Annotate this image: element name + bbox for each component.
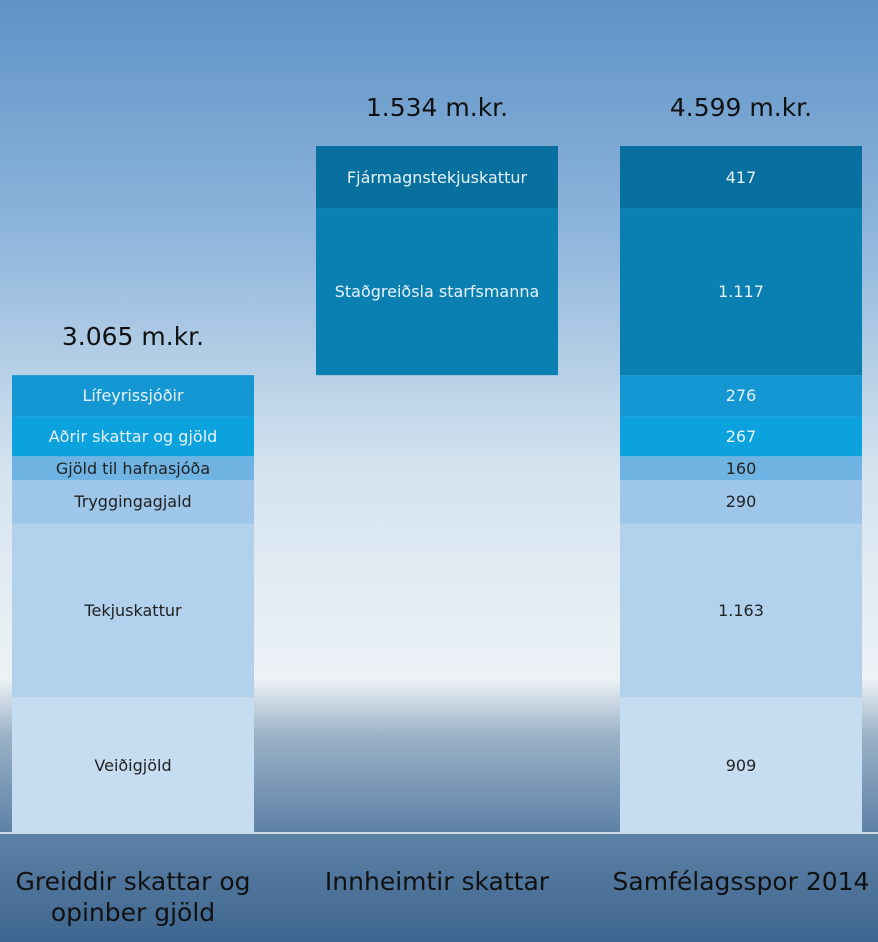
data-label: 290 [620,480,862,523]
segment-name: Tekjuskattur [12,523,254,697]
data-label: 160 [620,456,862,480]
data-label: 1.117 [620,208,862,375]
column-total: 1.534 m.kr. [316,88,558,128]
data-label: 1.163 [620,523,862,697]
data-label: 267 [620,416,862,456]
segment-name: Lífeyrissjóðir [12,375,254,416]
x-tick-label: Greiddir skattar og opinber gjöld [0,866,268,942]
x-tick-label: Samfélagsspor 2014 [606,866,876,942]
segment-name: Gjöld til hafnasjóða [12,456,254,480]
segment-name: Staðgreiðsla starfsmanna [316,208,558,375]
x-tick-label: Innheimtir skattar [302,866,572,942]
page: VeiðigjöldTekjuskatturTryggingagjaldGjöl… [0,0,878,942]
data-label: 276 [620,375,862,416]
column-total: 3.065 m.kr. [12,317,254,357]
segment-name: Tryggingagjald [12,480,254,523]
data-label: 417 [620,146,862,208]
segment-name: Veiðigjöld [12,697,254,833]
column-total: 4.599 m.kr. [620,88,862,128]
segment-name: Aðrir skattar og gjöld [12,416,254,456]
data-label: 909 [620,697,862,833]
segment-name: Fjármagnstekjuskattur [316,146,558,208]
